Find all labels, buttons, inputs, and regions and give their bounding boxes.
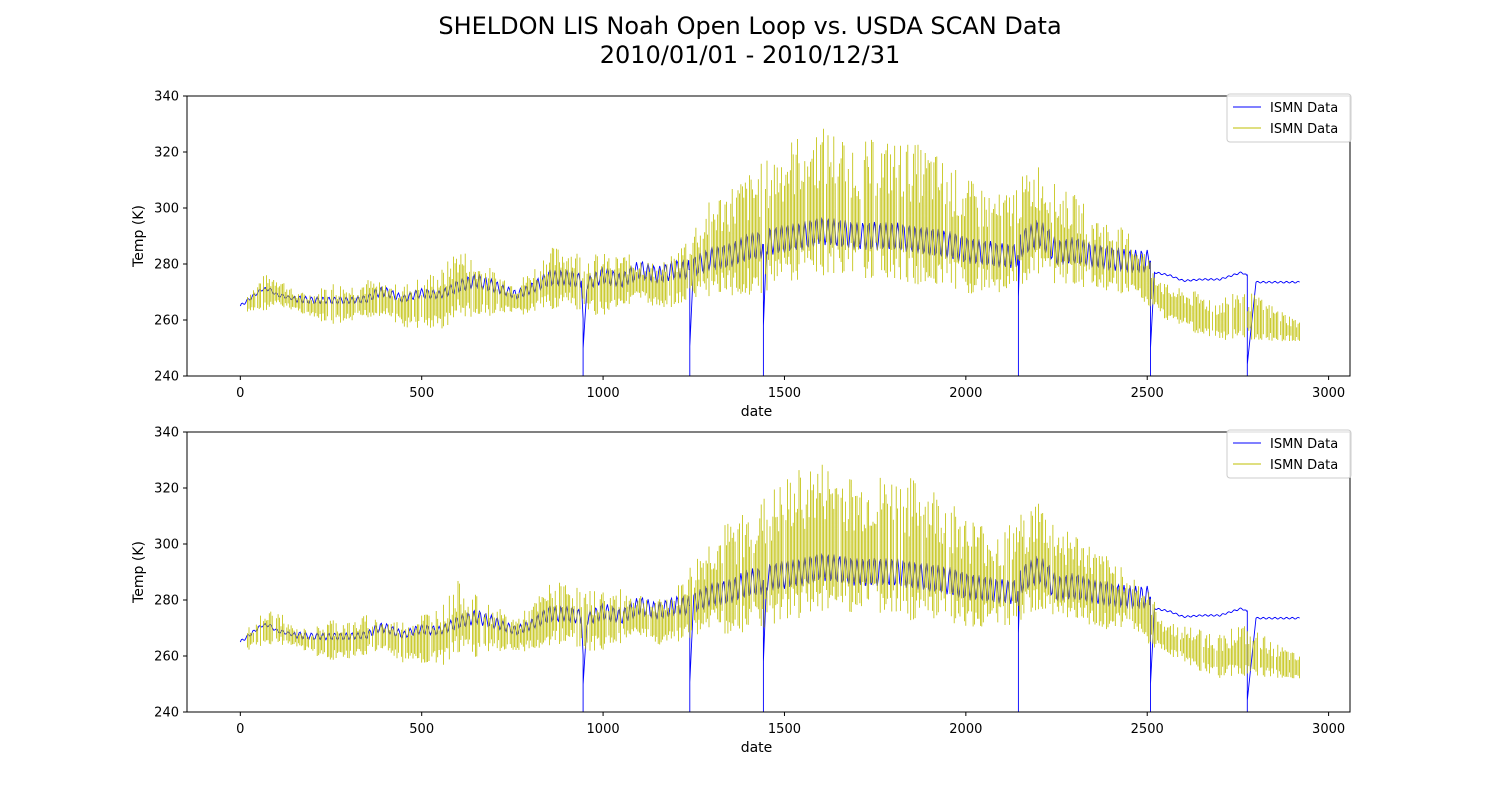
axes-frame (186, 431, 1351, 713)
y-tick-label: 300 (154, 202, 179, 217)
x-tick-label: 1000 (587, 386, 620, 401)
x-tick-label: 2000 (949, 722, 982, 737)
legend-entry-label: ISMN Data (1270, 437, 1338, 452)
legend-box (1226, 429, 1352, 479)
y-tick-label: 300 (154, 538, 179, 553)
axes-frame (186, 95, 1351, 377)
series-line-2 (247, 464, 1300, 679)
x-tick-label: 0 (236, 386, 244, 401)
y-tick-label: 280 (154, 594, 179, 609)
plot-area (239, 464, 1300, 712)
x-tick-label: 2500 (1131, 722, 1164, 737)
x-tick-label: 1000 (587, 722, 620, 737)
x-tick-label: 2000 (949, 386, 982, 401)
y-tick-label: 260 (154, 650, 179, 665)
y-tick-label: 320 (154, 482, 179, 497)
legend-box (1226, 93, 1352, 143)
y-tick-label: 260 (154, 314, 179, 329)
figure-title-line-2: 2010/01/01 - 2010/12/31 (599, 41, 901, 69)
plot-area (239, 128, 1300, 376)
figure-title: SHELDON LIS Noah Open Loop vs. USDA SCAN… (0, 12, 1500, 70)
legend-entry-label: ISMN Data (1270, 122, 1338, 137)
x-tick-label: 2500 (1131, 386, 1164, 401)
series-line-2 (247, 128, 1300, 342)
x-tick-label: 0 (236, 722, 244, 737)
x-tick-label: 1500 (768, 722, 801, 737)
legend-entry-label: ISMN Data (1270, 458, 1338, 473)
y-tick-label: 320 (154, 146, 179, 161)
y-tick-label: 240 (154, 706, 179, 721)
x-tick-label: 1500 (768, 386, 801, 401)
y-tick-label: 280 (154, 258, 179, 273)
y-tick-label: 240 (154, 370, 179, 385)
x-tick-label: 3000 (1312, 722, 1345, 737)
figure-title-line-1: SHELDON LIS Noah Open Loop vs. USDA SCAN… (438, 12, 1062, 40)
legend: ISMN Data ISMN Data (1226, 429, 1352, 479)
x-tick-label: 500 (409, 386, 434, 401)
y-tick-label: 340 (154, 426, 179, 441)
y-axis-label: Temp (K) (131, 205, 147, 268)
subplot-1: 0 500 1000 1500 2000 2500 3000 240 260 280 300 320 3… (131, 90, 1352, 420)
x-tick-label: 3000 (1312, 386, 1345, 401)
x-axis-label: date (741, 740, 773, 756)
y-tick-label: 340 (154, 90, 179, 105)
legend: ISMN Data ISMN Data (1226, 93, 1352, 143)
y-axis-label: Temp (K) (131, 541, 147, 604)
legend-entry-label: ISMN Data (1270, 101, 1338, 116)
x-tick-label: 500 (409, 722, 434, 737)
x-axis-label: date (741, 404, 773, 420)
subplot-2: 0 500 1000 1500 2000 2500 3000 240 260 280 300 320 3… (131, 426, 1352, 756)
